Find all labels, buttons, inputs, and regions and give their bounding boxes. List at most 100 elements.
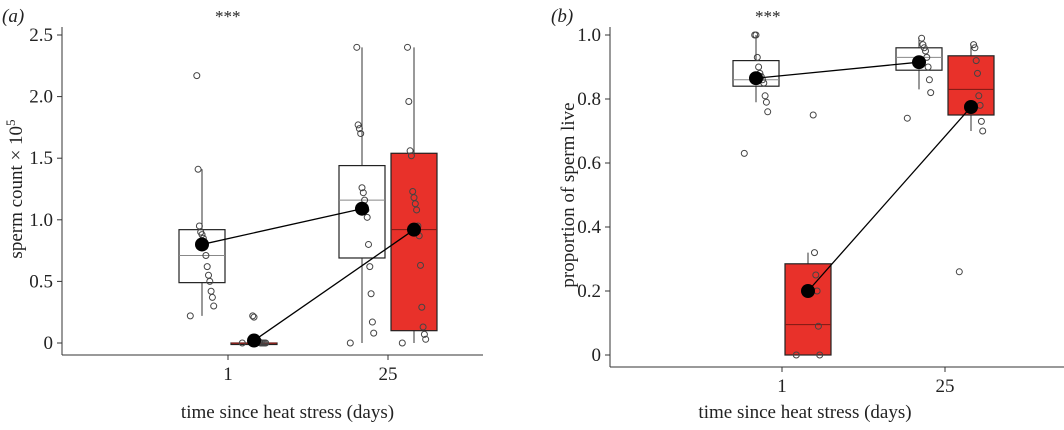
data-point bbox=[409, 187, 417, 195]
box-1 bbox=[732, 31, 780, 157]
data-point bbox=[977, 117, 985, 125]
y-axis-label: sperm count × 105 bbox=[3, 119, 27, 258]
data-point bbox=[207, 287, 215, 295]
data-point bbox=[920, 44, 928, 52]
data-point bbox=[975, 92, 983, 100]
data-point bbox=[903, 114, 911, 122]
data-point bbox=[194, 165, 202, 173]
data-point bbox=[407, 152, 415, 160]
data-point bbox=[368, 318, 376, 326]
data-point bbox=[979, 127, 987, 135]
data-point bbox=[974, 69, 981, 77]
mean-connector-line bbox=[807, 106, 972, 292]
data-point bbox=[816, 351, 824, 359]
x-axis-label: time since heat stress (days) bbox=[181, 402, 394, 423]
box-25 bbox=[895, 34, 943, 122]
mean-connector-line bbox=[201, 208, 363, 246]
data-point bbox=[811, 249, 818, 257]
data-point bbox=[919, 41, 927, 49]
mean-connector-line bbox=[253, 229, 415, 342]
data-point bbox=[753, 53, 761, 61]
data-point bbox=[358, 184, 366, 192]
data-point bbox=[812, 271, 820, 279]
data-point bbox=[922, 47, 929, 55]
data-point bbox=[751, 31, 759, 39]
data-point bbox=[370, 329, 378, 337]
data-point bbox=[354, 121, 362, 129]
data-point bbox=[367, 290, 375, 298]
y-tick-label: 2.5 bbox=[29, 25, 53, 46]
y-tick-label: 0 bbox=[44, 333, 54, 354]
series-control bbox=[732, 31, 943, 157]
data-point bbox=[193, 72, 201, 80]
data-point bbox=[792, 351, 800, 359]
y-tick-label: 1.5 bbox=[29, 148, 53, 169]
series-heat-stress bbox=[230, 43, 438, 348]
mean-marker bbox=[355, 201, 369, 216]
data-point bbox=[955, 268, 963, 276]
mean-marker bbox=[964, 100, 978, 114]
data-point bbox=[764, 108, 772, 116]
y-tick-label: 0 bbox=[592, 345, 602, 366]
x-tick-label: 25 bbox=[936, 376, 955, 397]
mean-marker bbox=[247, 333, 261, 348]
data-point bbox=[422, 335, 430, 343]
y-tick-label: 1.0 bbox=[29, 210, 53, 231]
panel-a: (a) *** 0 0.5 1.0 1.5 2.0 2.5 1 25 time since heat… bbox=[2, 6, 483, 423]
data-point bbox=[359, 189, 367, 197]
panel-b: (b) *** 0 0.2 0.4 0.6 0.8 1.0 1 25 time since heat… bbox=[551, 6, 1064, 423]
data-point bbox=[238, 339, 246, 347]
y-tick-label: 2.0 bbox=[29, 87, 53, 108]
data-point bbox=[420, 330, 428, 338]
significance-label: *** bbox=[215, 7, 241, 26]
data-point bbox=[924, 63, 932, 71]
mean-marker bbox=[801, 284, 815, 298]
y-tick-label: 0.4 bbox=[577, 217, 601, 238]
box-rect bbox=[390, 152, 438, 332]
data-point bbox=[357, 130, 365, 138]
data-point bbox=[346, 339, 354, 347]
y-tick-label: 0.5 bbox=[29, 271, 53, 292]
data-point bbox=[762, 98, 770, 106]
data-point bbox=[202, 252, 210, 260]
box-25 bbox=[338, 43, 386, 347]
x-tick-label: 25 bbox=[379, 364, 398, 385]
data-point bbox=[740, 149, 748, 157]
data-point bbox=[814, 322, 822, 330]
data-point bbox=[208, 293, 216, 301]
box-1 bbox=[784, 111, 832, 359]
mean-marker bbox=[195, 237, 209, 252]
data-point bbox=[809, 111, 817, 119]
mean-marker bbox=[407, 222, 421, 237]
y-tick-label: 0.8 bbox=[577, 89, 601, 110]
data-point bbox=[918, 34, 926, 42]
x-tick-label: 1 bbox=[777, 376, 787, 397]
data-point bbox=[195, 222, 203, 230]
data-point bbox=[925, 76, 933, 84]
data-point bbox=[755, 63, 763, 71]
data-point bbox=[353, 43, 361, 51]
data-point bbox=[405, 98, 413, 106]
data-point bbox=[406, 147, 414, 155]
data-point bbox=[761, 92, 769, 100]
y-tick-label: 0.2 bbox=[577, 281, 601, 302]
series-heat-stress bbox=[784, 41, 995, 359]
data-point bbox=[970, 41, 978, 49]
box-25 bbox=[947, 41, 995, 276]
series-control bbox=[178, 43, 386, 347]
mean-marker bbox=[912, 55, 926, 70]
y-axis-label: proportion of sperm live bbox=[558, 102, 579, 287]
data-point bbox=[398, 339, 406, 347]
data-point bbox=[927, 89, 935, 97]
data-point bbox=[363, 213, 371, 221]
significance-label: *** bbox=[755, 7, 781, 26]
box-1 bbox=[178, 72, 226, 320]
data-point bbox=[972, 57, 980, 65]
y-axis-label-superscript: 5 bbox=[3, 119, 18, 126]
panel-label: (a) bbox=[2, 6, 24, 27]
data-point bbox=[186, 312, 194, 320]
y-tick-label: 0.6 bbox=[577, 153, 601, 174]
box-25 bbox=[390, 43, 438, 347]
data-point bbox=[417, 261, 424, 269]
